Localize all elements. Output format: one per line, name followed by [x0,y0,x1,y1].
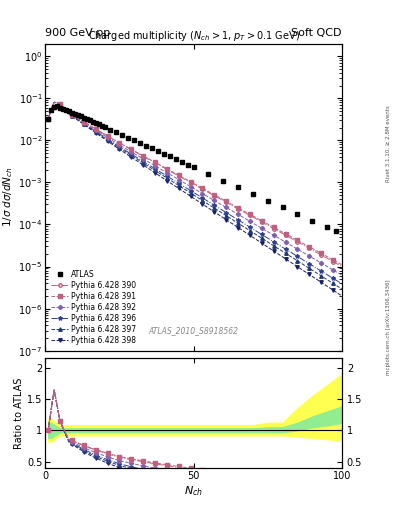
ATLAS [99,123,104,129]
ATLAS [81,115,86,121]
ATLAS [126,135,130,141]
ATLAS [52,103,57,110]
ATLAS [87,117,92,123]
ATLAS [102,124,107,130]
Text: ATLAS_2010_S8918562: ATLAS_2010_S8918562 [149,326,239,335]
ATLAS [221,178,226,184]
ATLAS [280,204,285,210]
Text: Rivet 3.1.10, ≥ 2.8M events: Rivet 3.1.10, ≥ 2.8M events [386,105,391,182]
ATLAS [64,107,68,113]
ATLAS [325,224,329,230]
ATLAS [61,106,65,112]
Y-axis label: Ratio to ATLAS: Ratio to ATLAS [14,378,24,449]
ATLAS [96,121,101,127]
ATLAS [179,159,184,165]
ATLAS [265,198,270,204]
Text: Soft QCD: Soft QCD [292,28,342,38]
Text: 900 GeV pp: 900 GeV pp [45,28,110,38]
ATLAS [73,111,77,117]
ATLAS [295,211,300,217]
ATLAS [310,218,314,224]
ATLAS [108,127,113,133]
Legend: ATLAS, Pythia 6.428 390, Pythia 6.428 391, Pythia 6.428 392, Pythia 6.428 396, P: ATLAS, Pythia 6.428 390, Pythia 6.428 39… [49,268,139,347]
ATLAS [58,104,62,111]
ATLAS [70,110,74,116]
Y-axis label: $1/\sigma\;d\sigma/dN_{ch}$: $1/\sigma\;d\sigma/dN_{ch}$ [2,167,15,227]
ATLAS [334,228,338,234]
ATLAS [84,116,89,122]
Line: ATLAS: ATLAS [46,104,338,233]
ATLAS [156,148,160,154]
ATLAS [206,171,211,177]
ATLAS [144,143,149,149]
ATLAS [251,191,255,197]
ATLAS [191,164,196,170]
ATLAS [173,156,178,162]
ATLAS [55,103,59,109]
Title: Charged multiplicity ($N_{ch} > 1$, $p_T > 0.1$ GeV): Charged multiplicity ($N_{ch} > 1$, $p_T… [88,29,299,44]
ATLAS [150,145,154,152]
ATLAS [75,112,80,118]
ATLAS [90,119,95,125]
ATLAS [120,132,125,138]
ATLAS [236,184,241,190]
X-axis label: $N_{ch}$: $N_{ch}$ [184,484,203,498]
ATLAS [66,108,71,114]
ATLAS [138,140,143,146]
ATLAS [114,130,119,136]
ATLAS [167,154,172,160]
ATLAS [162,151,166,157]
ATLAS [132,137,137,143]
ATLAS [185,161,190,167]
Text: mcplots.cern.ch [arXiv:1306.3436]: mcplots.cern.ch [arXiv:1306.3436] [386,280,391,375]
ATLAS [79,113,83,119]
ATLAS [46,116,51,122]
ATLAS [49,107,53,113]
ATLAS [93,120,98,126]
